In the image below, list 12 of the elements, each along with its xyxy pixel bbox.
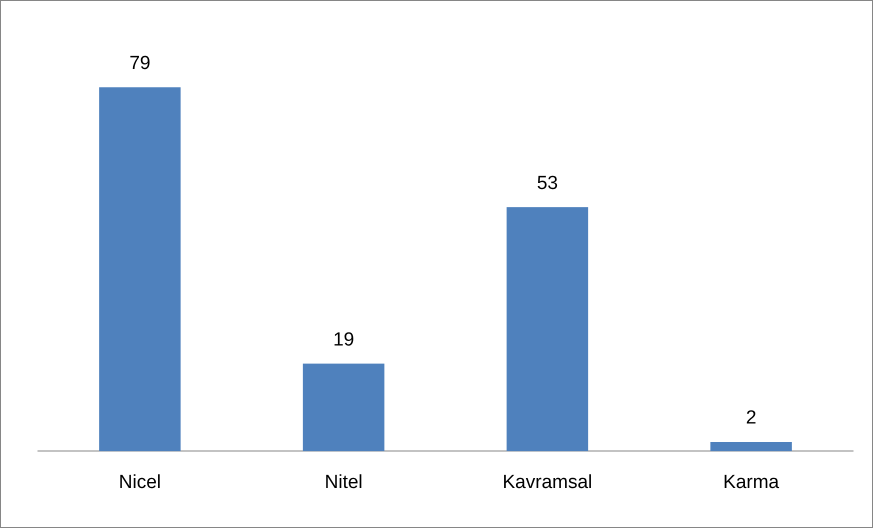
data-label: 53 <box>536 172 558 194</box>
bar <box>506 207 588 452</box>
x-tick-label: Kavramsal <box>502 472 592 493</box>
bar <box>99 87 181 452</box>
data-label: 19 <box>333 329 354 350</box>
data-label: 2 <box>746 408 756 429</box>
x-tick-label: Karma <box>723 472 780 493</box>
bar <box>710 442 792 452</box>
data-label: 79 <box>129 53 150 74</box>
x-tick-label: Nicel <box>118 472 161 493</box>
x-tick-label: Nitel <box>324 472 363 493</box>
bar <box>302 364 384 452</box>
